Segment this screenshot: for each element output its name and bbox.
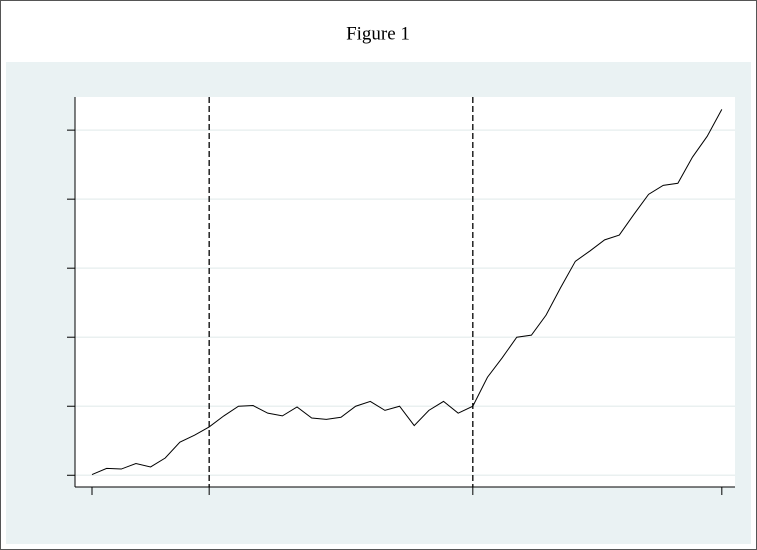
plot-area [75,97,735,487]
chart-title: Figure 1 [346,23,410,44]
line-series [91,109,723,476]
